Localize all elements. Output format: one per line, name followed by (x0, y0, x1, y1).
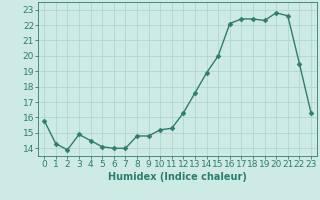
X-axis label: Humidex (Indice chaleur): Humidex (Indice chaleur) (108, 172, 247, 182)
